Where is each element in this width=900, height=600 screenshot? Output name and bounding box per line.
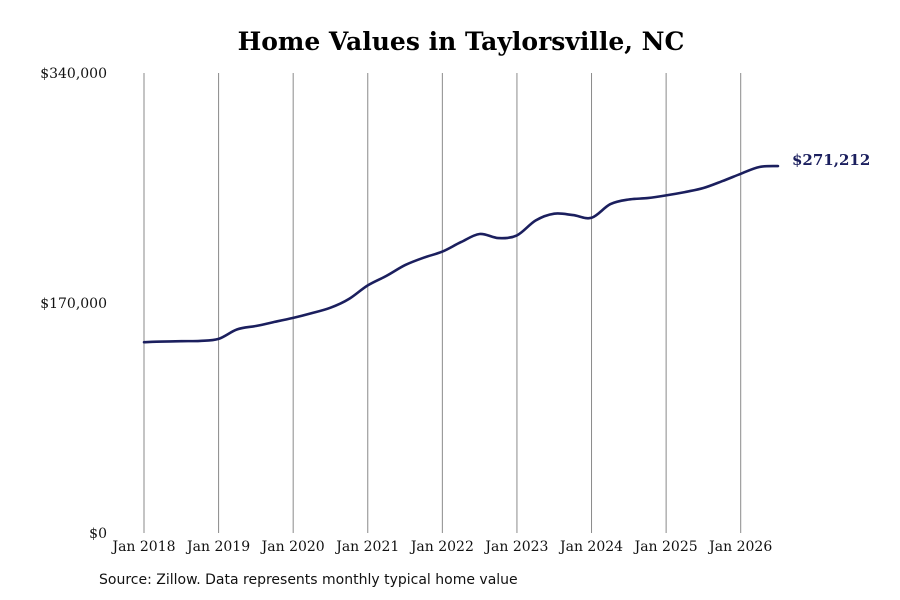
- series-line: [142, 164, 780, 344]
- data-point: [292, 317, 295, 319]
- x-tick-label: Jan 2019: [185, 539, 250, 555]
- data-point: [217, 338, 220, 340]
- data-point: [777, 165, 779, 167]
- data-point: [255, 325, 257, 327]
- data-point: [367, 284, 369, 287]
- data-point: [497, 237, 500, 239]
- data-point: [553, 212, 555, 215]
- data-point: [143, 341, 145, 344]
- x-tick-label: Jan 2022: [409, 539, 474, 555]
- data-point: [590, 217, 593, 219]
- y-tick-label: $170,000: [40, 296, 107, 312]
- data-point: [534, 219, 537, 222]
- data-point: [721, 180, 723, 182]
- data-point: [422, 256, 425, 259]
- y-tick-label: $0: [89, 526, 107, 542]
- data-point: [572, 214, 574, 216]
- data-point: [385, 275, 388, 277]
- end-value-label: $271,212: [792, 151, 870, 169]
- data-point: [628, 198, 630, 201]
- data-point: [758, 166, 761, 168]
- data-point: [739, 173, 742, 175]
- data-point: [478, 233, 481, 235]
- x-tick-label: Jan 2024: [558, 539, 623, 555]
- x-tick-label: Jan 2021: [334, 539, 399, 555]
- y-axis: $0 $170,000 $340,000: [40, 66, 107, 542]
- data-point: [180, 340, 183, 343]
- data-point: [646, 197, 649, 199]
- data-point: [311, 312, 313, 314]
- series-group: [142, 164, 780, 344]
- data-point: [702, 187, 705, 189]
- x-tick-label: Jan 2018: [110, 539, 175, 555]
- data-point: [236, 328, 238, 331]
- data-point: [665, 194, 667, 197]
- data-point: [516, 234, 518, 237]
- data-point: [161, 340, 164, 343]
- x-axis: Jan 2018 Jan 2019 Jan 2020 Jan 2021 Jan 2022…: [110, 539, 772, 555]
- line-chart: Home Values in Taylorsville, NC $0 $170,0…: [40, 27, 870, 555]
- data-point: [329, 306, 332, 309]
- x-tick-label: Jan 2023: [483, 539, 548, 555]
- grid-lines: [143, 73, 742, 533]
- x-tick-label: Jan 2020: [260, 539, 325, 555]
- source-note: Source: Zillow. Data represents monthly …: [99, 572, 518, 588]
- data-point: [199, 340, 201, 342]
- x-tick-label: Jan 2026: [707, 539, 772, 555]
- y-tick-label: $340,000: [40, 66, 107, 82]
- data-point: [460, 241, 462, 243]
- data-point: [609, 203, 611, 205]
- x-tick-label: Jan 2025: [633, 539, 698, 555]
- data-point: [684, 191, 686, 193]
- chart-title: Home Values in Taylorsville, NC: [238, 27, 685, 56]
- data-point: [348, 298, 350, 300]
- data-point: [273, 321, 276, 323]
- data-point: [441, 250, 444, 253]
- data-point: [404, 264, 406, 266]
